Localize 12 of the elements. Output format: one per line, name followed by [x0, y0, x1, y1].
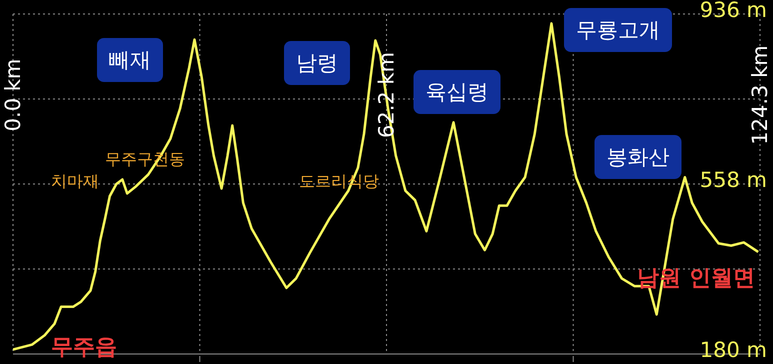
y-tick-label: 936 m	[700, 0, 767, 22]
annotation: 무룡고개	[564, 8, 672, 52]
annotation: 무주읍	[51, 334, 117, 362]
annotation: 남령	[284, 41, 350, 85]
annotation: 빼재	[97, 38, 163, 82]
x-tick-label: 124.3 km	[748, 45, 772, 145]
annotation: 육십령	[414, 70, 500, 114]
x-tick-label: 62.2 km	[374, 52, 398, 138]
x-tick-label: 0.0 km	[1, 58, 25, 132]
annotation: 봉화산	[594, 135, 682, 179]
y-tick-label: 558 m	[700, 168, 767, 192]
annotation: 치마재	[51, 172, 99, 192]
